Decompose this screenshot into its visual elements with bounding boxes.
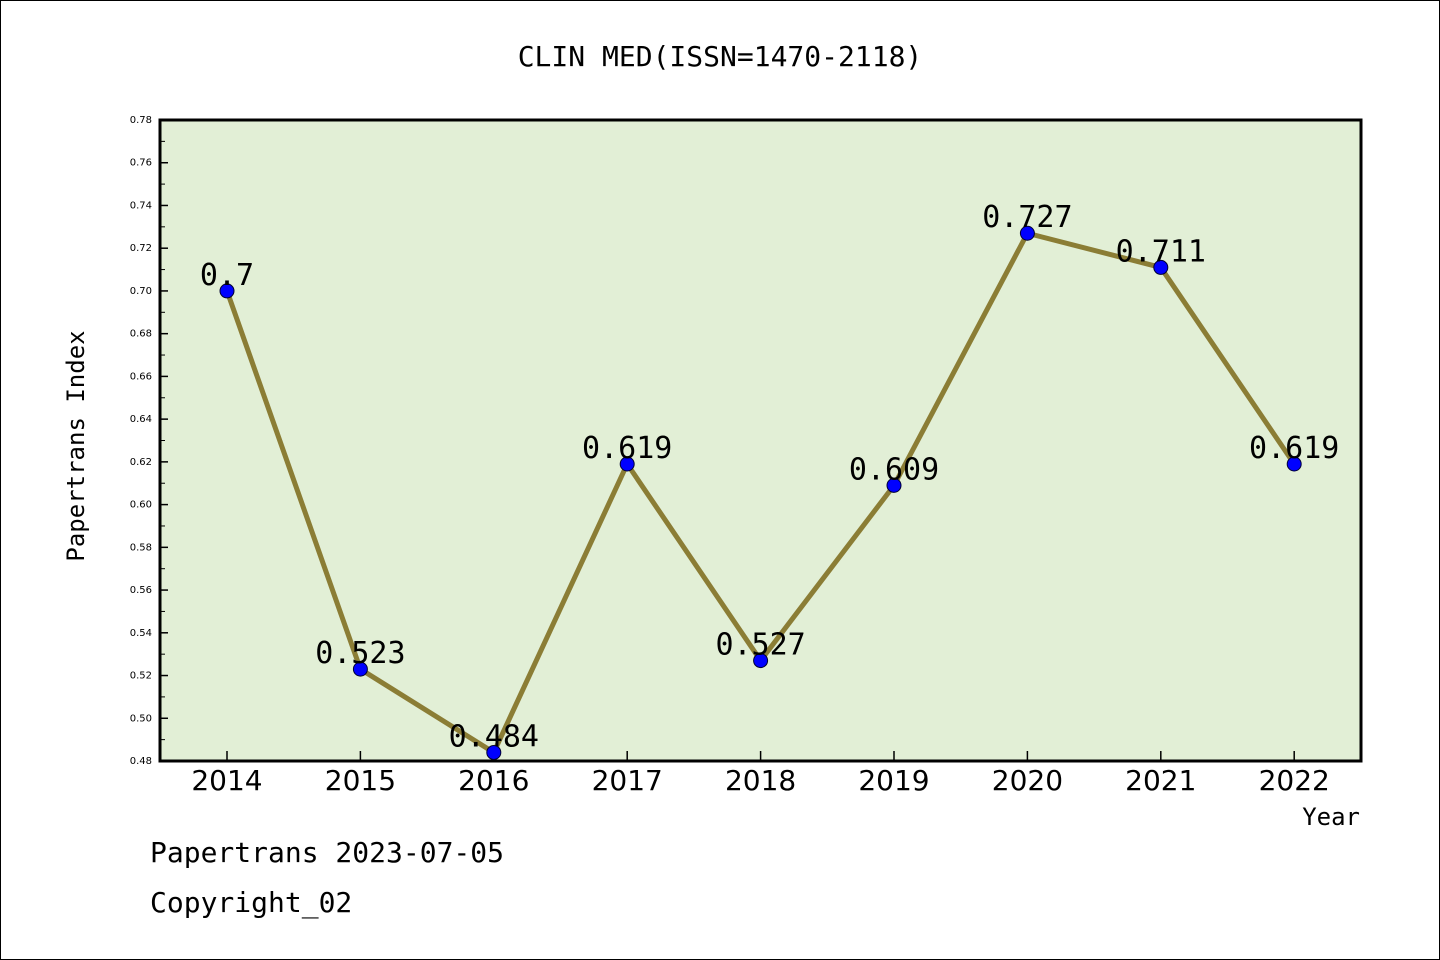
y-tick-label: 0.60: [130, 500, 152, 511]
x-axis-label: Year: [1302, 803, 1360, 831]
x-tick-label: 2019: [858, 764, 929, 797]
y-tick-label: 0.74: [130, 200, 152, 211]
footer-date: Papertrans 2023-07-05: [150, 836, 505, 869]
series-line-group: [219, 225, 1302, 760]
y-tick-label: 0.66: [130, 371, 152, 382]
y-tick-label: 0.72: [130, 243, 152, 254]
data-label: 0.711: [1116, 234, 1206, 269]
footer-copyright: Copyright_02: [150, 886, 353, 919]
y-tick-label: 0.70: [130, 286, 152, 297]
data-point: [486, 744, 502, 760]
y-tick-label: 0.64: [130, 414, 152, 425]
x-tick-label: 2014: [191, 764, 262, 797]
data-label: 0.619: [582, 431, 672, 466]
data-label: 0.609: [849, 452, 939, 487]
x-tick-label: 2022: [1259, 764, 1330, 797]
x-tick-label: 2018: [725, 764, 796, 797]
data-point: [1286, 456, 1302, 472]
y-tick-label: 0.56: [130, 585, 152, 596]
data-point: [1019, 225, 1035, 241]
data-point: [619, 456, 635, 472]
y-tick-label: 0.48: [130, 756, 152, 767]
chart-title: CLIN MED(ISSN=1470-2118): [518, 40, 923, 73]
data-point: [886, 477, 902, 493]
data-label: 0.484: [449, 719, 539, 754]
y-axis-label: Papertrans Index: [62, 330, 90, 561]
y-tick-label: 0.78: [130, 115, 152, 126]
data-labels: 0.7 0.523 0.484 0.619 0.527 0.609 0.727 0.711 0.…: [200, 200, 1339, 754]
y-tick-label: 0.76: [130, 158, 152, 169]
x-tick-label: 2017: [592, 764, 663, 797]
x-tick-label: 2021: [1125, 764, 1196, 797]
y-tick-label: 0.52: [130, 671, 152, 682]
x-axis: 2014 2015 2016 2017 2018 2019 2020 2021 2022: [191, 751, 1330, 797]
y-tick-label: 0.62: [130, 457, 152, 468]
y-tick-label: 0.50: [130, 713, 152, 724]
x-tick-label: 2016: [458, 764, 529, 797]
data-point: [219, 283, 235, 299]
data-label: 0.619: [1249, 431, 1339, 466]
data-label: 0.523: [315, 636, 405, 671]
y-tick-label: 0.58: [130, 542, 152, 553]
x-tick-label: 2020: [992, 764, 1063, 797]
data-point: [1153, 259, 1169, 275]
data-label: 0.727: [982, 200, 1072, 235]
y-axis: 0.48 0.50 0.52 0.54 0.56 0.58 0.60 0.62 0.64 0.66…: [130, 115, 168, 767]
data-point: [753, 653, 769, 669]
y-tick-label: 0.68: [130, 329, 152, 340]
data-point: [352, 661, 368, 677]
y-tick-label: 0.54: [130, 628, 152, 639]
x-tick-label: 2015: [325, 764, 396, 797]
data-label: 0.527: [715, 628, 805, 663]
data-label: 0.7: [200, 258, 254, 293]
